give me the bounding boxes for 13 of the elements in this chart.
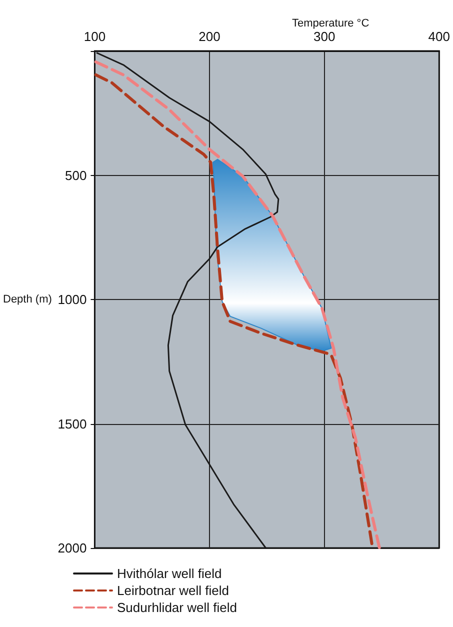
x-tick-label: 100 [84,29,106,44]
legend-label: Leirbotnar well field [117,583,230,598]
legend-label: Hvithólar well field [117,566,222,581]
y-axis-title: Depth (m) [2,294,52,306]
legend-label: Sudurhlidar well field [117,600,237,615]
y-tick-label: 2000 [58,540,87,556]
y-tick-label: 500 [65,168,87,183]
x-tick-label: 200 [198,29,220,44]
y-tick-label: 1500 [58,416,87,432]
x-axis-title: Temperature °C [292,18,370,30]
y-tick-label: 1000 [58,292,87,307]
x-tick-label: 300 [313,29,336,44]
x-tick-label: 400 [428,29,450,44]
